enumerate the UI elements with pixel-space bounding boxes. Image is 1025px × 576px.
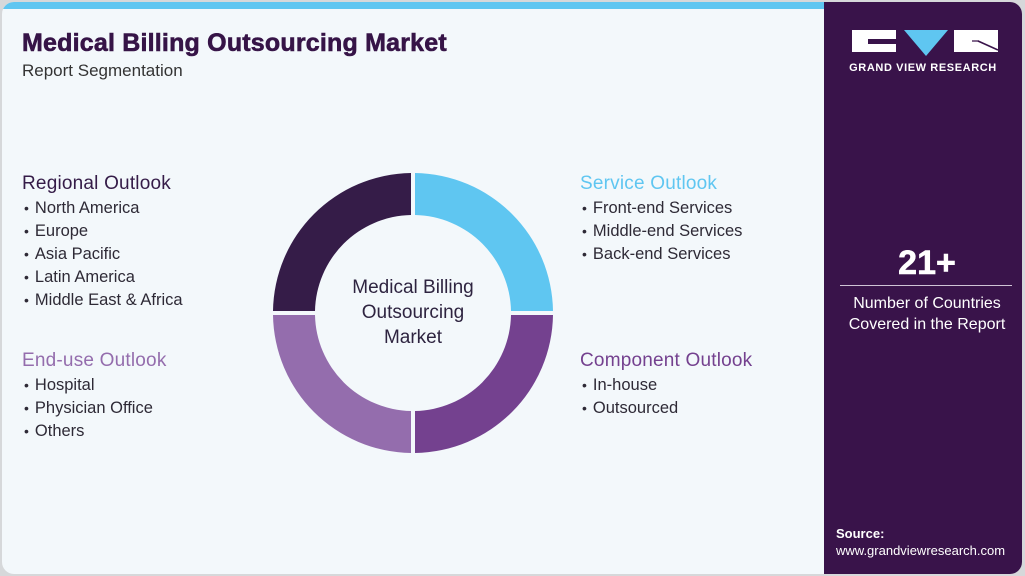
donut-center-line: Market — [383, 327, 443, 348]
donut-segment-service — [415, 173, 553, 311]
list-item: Hospital — [22, 374, 167, 397]
list-item: Others — [22, 420, 167, 443]
list-item: In-house — [580, 374, 752, 397]
list-item: Europe — [22, 220, 183, 243]
list-item: Physician Office — [22, 397, 167, 420]
stat-label-line: Number of Countries — [853, 295, 1001, 312]
segmentation-donut — [273, 173, 553, 453]
stat-label: Number of Countries Covered in the Repor… — [824, 293, 1022, 335]
list-item: Front-end Services — [580, 197, 742, 220]
list-item: Asia Pacific — [22, 243, 183, 266]
segment-heading: End-use Outlook — [22, 350, 167, 371]
donut-center-label: Medical Billing Outsourcing Market — [313, 275, 513, 350]
segment-list: In-house Outsourced — [580, 374, 752, 420]
segment-enduse: End-use Outlook Hospital Physician Offic… — [22, 350, 167, 443]
brand-side-panel — [824, 2, 1022, 574]
donut-segment-enduse — [273, 315, 411, 453]
stat-divider — [840, 285, 1012, 286]
segment-list: Hospital Physician Office Others — [22, 374, 167, 443]
stat-label-line: Covered in the Report — [848, 316, 1006, 333]
donut-center-line: Medical Billing — [352, 277, 474, 298]
donut-segment-regional — [273, 173, 411, 311]
segment-heading: Regional Outlook — [22, 173, 171, 194]
segment-list: Front-end Services Middle-end Services B… — [580, 197, 742, 266]
list-item: Outsourced — [580, 397, 752, 420]
donut-center-line: Outsourcing — [361, 302, 465, 323]
list-item: North America — [22, 197, 183, 220]
segment-service: Service Outlook Front-end Services Middl… — [580, 173, 742, 266]
list-item: Middle East & Africa — [22, 289, 183, 312]
segment-heading: Component Outlook — [580, 350, 753, 371]
segment-heading: Service Outlook — [580, 173, 718, 194]
segment-list: North America Europe Asia Pacific Latin … — [22, 197, 183, 312]
segment-regional: Regional Outlook North America Europe As… — [22, 173, 183, 312]
donut-segment-component — [415, 315, 553, 453]
list-item: Middle-end Services — [580, 220, 742, 243]
page-title: Medical Billing Outsourcing Market — [22, 29, 447, 58]
gvr-logo-icon — [852, 30, 998, 56]
source-url: www.grandviewresearch.com — [836, 543, 1006, 558]
source-label: Source: — [836, 526, 885, 541]
list-item: Latin America — [22, 266, 183, 289]
brand-name: GRAND VIEW RESEARCH — [849, 62, 997, 74]
page-subtitle: Report Segmentation — [22, 61, 183, 80]
top-accent-stripe — [2, 2, 824, 9]
segment-component: Component Outlook In-house Outsourced — [580, 350, 752, 420]
list-item: Back-end Services — [580, 243, 742, 266]
stat-value: 21+ — [898, 244, 956, 283]
